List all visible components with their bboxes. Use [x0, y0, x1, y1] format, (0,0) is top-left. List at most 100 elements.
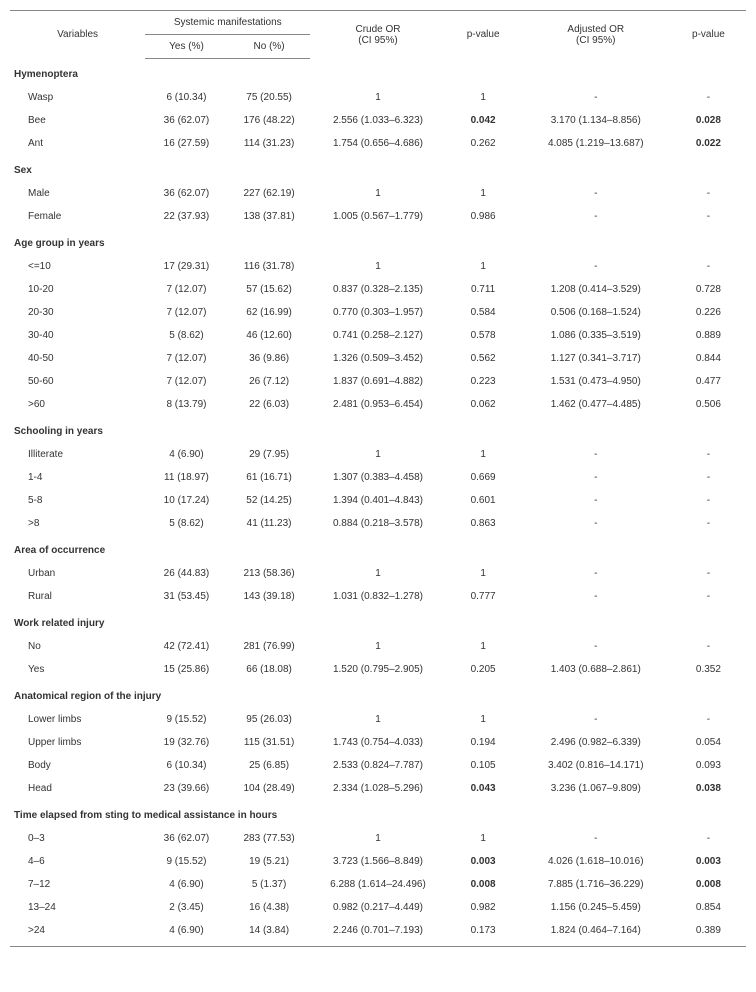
row-label: No — [10, 635, 145, 658]
cell-crude: 1.837 (0.691–4.882) — [310, 370, 445, 393]
cell-p2: 0.003 — [671, 850, 746, 873]
cell-yes: 15 (25.86) — [145, 658, 228, 681]
row-label: Upper limbs — [10, 731, 145, 754]
cell-p2: 0.028 — [671, 109, 746, 132]
cell-p2: 0.389 — [671, 919, 746, 947]
cell-crude: 1 — [310, 562, 445, 585]
cell-p2: 0.506 — [671, 393, 746, 416]
cell-adj: - — [521, 443, 671, 466]
cell-adj: 0.506 (0.168–1.524) — [521, 301, 671, 324]
header-p2: p-value — [671, 11, 746, 59]
cell-p2: - — [671, 443, 746, 466]
cell-p1: 1 — [446, 827, 521, 850]
cell-crude: 1 — [310, 182, 445, 205]
cell-p2: - — [671, 512, 746, 535]
cell-crude: 1 — [310, 708, 445, 731]
cell-no: 138 (37.81) — [228, 205, 311, 228]
cell-no: 75 (20.55) — [228, 86, 311, 109]
cell-crude: 2.533 (0.824–7.787) — [310, 754, 445, 777]
cell-p2: - — [671, 466, 746, 489]
row-label: Urban — [10, 562, 145, 585]
cell-yes: 6 (10.34) — [145, 754, 228, 777]
header-crude: Crude OR (CI 95%) — [310, 11, 445, 59]
cell-yes: 23 (39.66) — [145, 777, 228, 800]
cell-crude: 1.520 (0.795–2.905) — [310, 658, 445, 681]
cell-adj: 4.026 (1.618–10.016) — [521, 850, 671, 873]
cell-adj: - — [521, 489, 671, 512]
cell-p1: 0.562 — [446, 347, 521, 370]
cell-crude: 1.743 (0.754–4.033) — [310, 731, 445, 754]
section-title: Age group in years — [10, 228, 746, 255]
cell-yes: 7 (12.07) — [145, 278, 228, 301]
cell-yes: 42 (72.41) — [145, 635, 228, 658]
cell-no: 61 (16.71) — [228, 466, 311, 489]
cell-no: 46 (12.60) — [228, 324, 311, 347]
cell-p1: 0.105 — [446, 754, 521, 777]
row-label: Ant — [10, 132, 145, 155]
cell-adj: - — [521, 86, 671, 109]
cell-p2: - — [671, 182, 746, 205]
cell-p1: 0.863 — [446, 512, 521, 535]
row-label: >60 — [10, 393, 145, 416]
cell-no: 41 (11.23) — [228, 512, 311, 535]
cell-p2: - — [671, 827, 746, 850]
row-label: 13–24 — [10, 896, 145, 919]
cell-yes: 10 (17.24) — [145, 489, 228, 512]
cell-crude: 1.005 (0.567–1.779) — [310, 205, 445, 228]
cell-no: 115 (31.51) — [228, 731, 311, 754]
cell-p2: - — [671, 489, 746, 512]
cell-no: 52 (14.25) — [228, 489, 311, 512]
cell-crude: 1 — [310, 86, 445, 109]
cell-crude: 1.307 (0.383–4.458) — [310, 466, 445, 489]
cell-adj: 3.402 (0.816–14.171) — [521, 754, 671, 777]
cell-adj: 7.885 (1.716–36.229) — [521, 873, 671, 896]
statistics-table: Variables Systemic manifestations Crude … — [10, 10, 746, 947]
cell-p2: 0.889 — [671, 324, 746, 347]
cell-yes: 11 (18.97) — [145, 466, 228, 489]
cell-yes: 4 (6.90) — [145, 873, 228, 896]
cell-adj: - — [521, 205, 671, 228]
row-label: Rural — [10, 585, 145, 608]
cell-p1: 0.003 — [446, 850, 521, 873]
cell-adj: 3.170 (1.134–8.856) — [521, 109, 671, 132]
cell-p1: 1 — [446, 562, 521, 585]
cell-p2: - — [671, 562, 746, 585]
cell-no: 213 (58.36) — [228, 562, 311, 585]
section-title: Work related injury — [10, 608, 746, 635]
cell-crude: 2.481 (0.953–6.454) — [310, 393, 445, 416]
cell-p1: 1 — [446, 708, 521, 731]
row-label: 0–3 — [10, 827, 145, 850]
cell-yes: 9 (15.52) — [145, 708, 228, 731]
cell-yes: 36 (62.07) — [145, 827, 228, 850]
cell-p1: 0.578 — [446, 324, 521, 347]
cell-no: 283 (77.53) — [228, 827, 311, 850]
cell-adj: - — [521, 182, 671, 205]
cell-no: 116 (31.78) — [228, 255, 311, 278]
cell-crude: 3.723 (1.566–8.849) — [310, 850, 445, 873]
cell-adj: 1.208 (0.414–3.529) — [521, 278, 671, 301]
cell-no: 62 (16.99) — [228, 301, 311, 324]
cell-p2: - — [671, 86, 746, 109]
cell-no: 143 (39.18) — [228, 585, 311, 608]
section-title: Anatomical region of the injury — [10, 681, 746, 708]
cell-no: 227 (62.19) — [228, 182, 311, 205]
cell-yes: 36 (62.07) — [145, 109, 228, 132]
cell-p1: 0.205 — [446, 658, 521, 681]
row-label: 5-8 — [10, 489, 145, 512]
row-label: Lower limbs — [10, 708, 145, 731]
row-label: Wasp — [10, 86, 145, 109]
cell-no: 5 (1.37) — [228, 873, 311, 896]
cell-yes: 4 (6.90) — [145, 443, 228, 466]
cell-yes: 9 (15.52) — [145, 850, 228, 873]
header-variables: Variables — [10, 11, 145, 59]
cell-no: 36 (9.86) — [228, 347, 311, 370]
cell-yes: 7 (12.07) — [145, 347, 228, 370]
cell-p1: 0.008 — [446, 873, 521, 896]
cell-adj: 1.156 (0.245–5.459) — [521, 896, 671, 919]
row-label: 10-20 — [10, 278, 145, 301]
row-label: 4–6 — [10, 850, 145, 873]
cell-yes: 7 (12.07) — [145, 370, 228, 393]
cell-no: 57 (15.62) — [228, 278, 311, 301]
cell-p2: - — [671, 708, 746, 731]
cell-no: 14 (3.84) — [228, 919, 311, 947]
